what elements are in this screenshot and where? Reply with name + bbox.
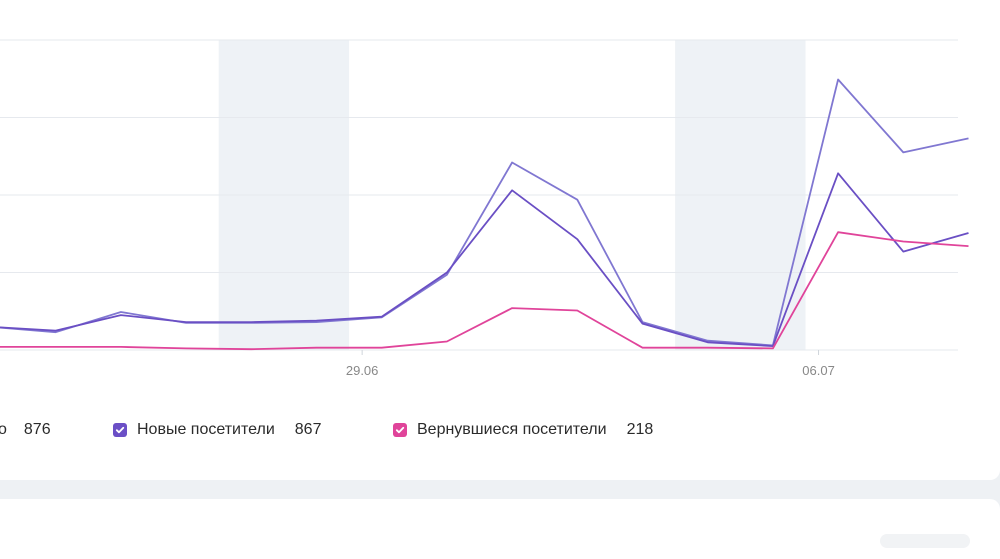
line-chart: 29.06 06.07: [0, 39, 969, 378]
legend-item-returning-visitors[interactable]: Вернувшиеся посетители 218: [393, 418, 653, 442]
checkbox-checked-icon[interactable]: [113, 423, 127, 437]
legend-new-value: 867: [294, 421, 322, 438]
legend-total-value: 876: [23, 421, 51, 438]
legend-total-label: о: [0, 421, 7, 438]
legend-new-label: Новые посетители: [137, 421, 275, 438]
next-card: [0, 499, 1000, 559]
series-line: [0, 78, 969, 347]
x-tick-label: 29.06: [346, 363, 379, 378]
checkbox-checked-icon[interactable]: [393, 423, 407, 437]
series-line: [0, 172, 969, 348]
x-tick-label: 06.07: [802, 363, 835, 378]
legend-returning-label: Вернувшиеся посетители: [417, 421, 607, 438]
chart-card: 29.06 06.07 о 876 Новые посетители 867 Ве…: [0, 0, 1000, 480]
gridlines: [0, 39, 958, 351]
toggle-control[interactable]: [880, 534, 970, 548]
chart-legend: о 876 Новые посетители 867 Вернувшиеся п…: [0, 418, 1000, 442]
legend-item-total[interactable]: о 876: [0, 418, 51, 442]
legend-item-new-visitors[interactable]: Новые посетители 867: [113, 418, 321, 442]
legend-returning-value: 218: [626, 421, 654, 438]
series-line: [0, 231, 969, 351]
x-axis-ticks: 29.06 06.07: [346, 350, 835, 378]
series-lines: [0, 78, 969, 351]
